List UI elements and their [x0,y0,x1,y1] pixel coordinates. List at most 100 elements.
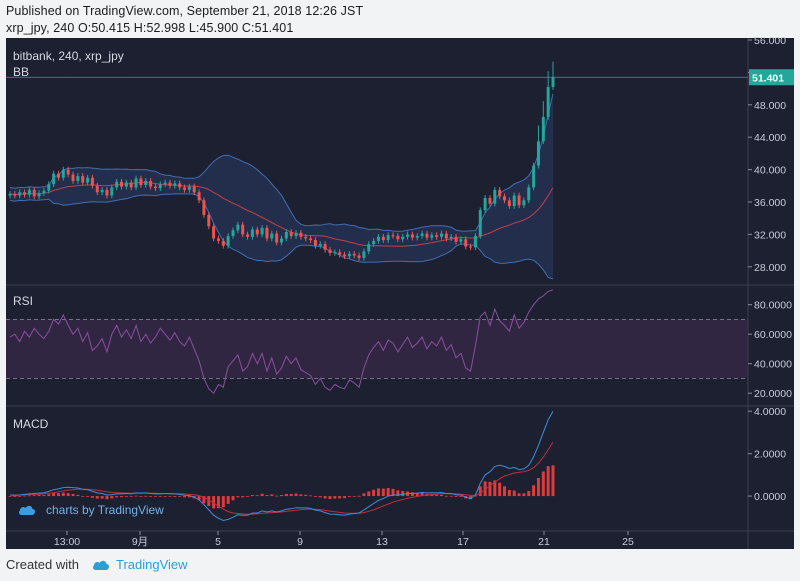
candle-body [483,197,487,211]
macd-histogram-bar [100,496,104,499]
candle-body [318,244,322,246]
macd-histogram-bar [541,471,545,497]
candle-body [410,234,414,238]
macd-histogram-bar [153,496,157,497]
candle-body [352,253,356,256]
candle-body [551,77,555,87]
rsi-line [9,289,554,394]
macd-histogram-bar [483,481,487,497]
candle-body [61,169,65,178]
candle-body [134,178,138,188]
trading-chart[interactable]: 56.00052.00048.00044.00040.00036.00032.0… [0,0,800,552]
price-tick-label: 48.000 [754,100,786,112]
candle-body [532,165,536,188]
macd-histogram-bar [454,496,458,497]
candle-body [202,200,206,215]
macd-histogram-bar [173,496,177,497]
candle-body [343,254,347,257]
macd-histogram-bar [430,494,434,497]
ohlc-line: xrp_jpy, 240 O:50.415 H:52.998 L:45.900 … [6,21,294,35]
macd-histogram-bar [435,494,439,497]
macd-pane [8,410,555,522]
candle-body [115,181,119,188]
rsi-pane-label: RSI [13,294,33,308]
macd-histogram-bar [149,496,153,497]
macd-histogram-bar [469,496,473,500]
candle-body [18,192,22,196]
candle-body [536,141,540,166]
macd-histogram-bar [110,496,114,499]
candle-body [284,231,288,239]
chart-background [6,38,794,549]
bb-pane-label: BB [13,65,29,79]
macd-histogram-bar [76,494,80,497]
candle-body [32,189,36,197]
candle-body [372,240,376,245]
candle-body [255,229,259,235]
candle-body [66,169,70,175]
macd-histogram-bar [246,496,250,497]
bb-fill [10,93,553,279]
macd-histogram-bar [396,490,400,497]
tradingview-brand-label: TradingView [116,557,188,572]
macd-histogram-bar [236,496,240,498]
macd-histogram-bar [367,491,371,497]
candle-body [13,193,17,196]
candle-body [323,244,327,250]
axes: 56.00052.00048.00044.00040.00036.00032.0… [6,35,794,548]
rsi-tick-label: 20.0000 [754,388,792,400]
macd-histogram-bar [440,494,443,497]
candle-body [406,234,410,237]
macd-histogram-bar [163,496,167,497]
candle-body [42,190,46,194]
rsi-pane [6,289,748,394]
macd-histogram-bar [512,490,516,497]
macd-histogram-bar [13,496,17,497]
candle-body [23,192,27,195]
macd-histogram-bar [115,496,119,498]
bb-upper-line [9,93,554,232]
macd-histogram-bar [352,496,356,497]
macd-histogram-bar [8,496,12,497]
candle-body [241,224,245,235]
time-tick-label: 17 [457,536,469,548]
rsi-tick-label: 60.0000 [754,329,792,341]
candle-body [221,240,225,246]
macd-histogram-bar [280,495,283,497]
time-tick-label: 21 [538,536,550,548]
candle-body [381,236,385,241]
candle-body [493,189,497,204]
candle-body [440,233,443,237]
price-tick-label: 56.000 [754,35,786,47]
candle-body [309,238,313,241]
candle-body [347,253,351,257]
macd-tick-label: 4.0000 [754,406,786,418]
tradingview-brand-link[interactable]: TradingView [92,557,188,572]
candle-body [507,200,511,207]
macd-histogram-bar [503,486,507,497]
candle-body [469,246,473,248]
candle-body [425,233,429,238]
candle-body [158,184,162,189]
last-price-tag [749,69,794,86]
macd-histogram-bar [318,496,322,498]
candle-body [71,174,75,181]
candle-body [139,178,143,185]
macd-histogram-bar [299,494,303,497]
candle-body [153,186,157,189]
candle-body [546,86,550,117]
candle-body [275,233,279,243]
candle-body [430,235,434,238]
candle-body [8,193,12,196]
macd-histogram-bar [27,495,31,497]
macd-histogram-bar [207,496,211,507]
candle-body [473,236,477,248]
macd-histogram-bar [328,496,332,500]
macd-histogram-bar [95,496,99,499]
macd-histogram-bar [134,495,138,497]
macd-histogram-bar [415,492,419,497]
macd-histogram-bar [23,495,27,497]
main-pane-title: bitbank, 240, xrp_jpy [13,49,124,63]
candle-body [294,232,298,237]
candle-body [512,195,516,207]
